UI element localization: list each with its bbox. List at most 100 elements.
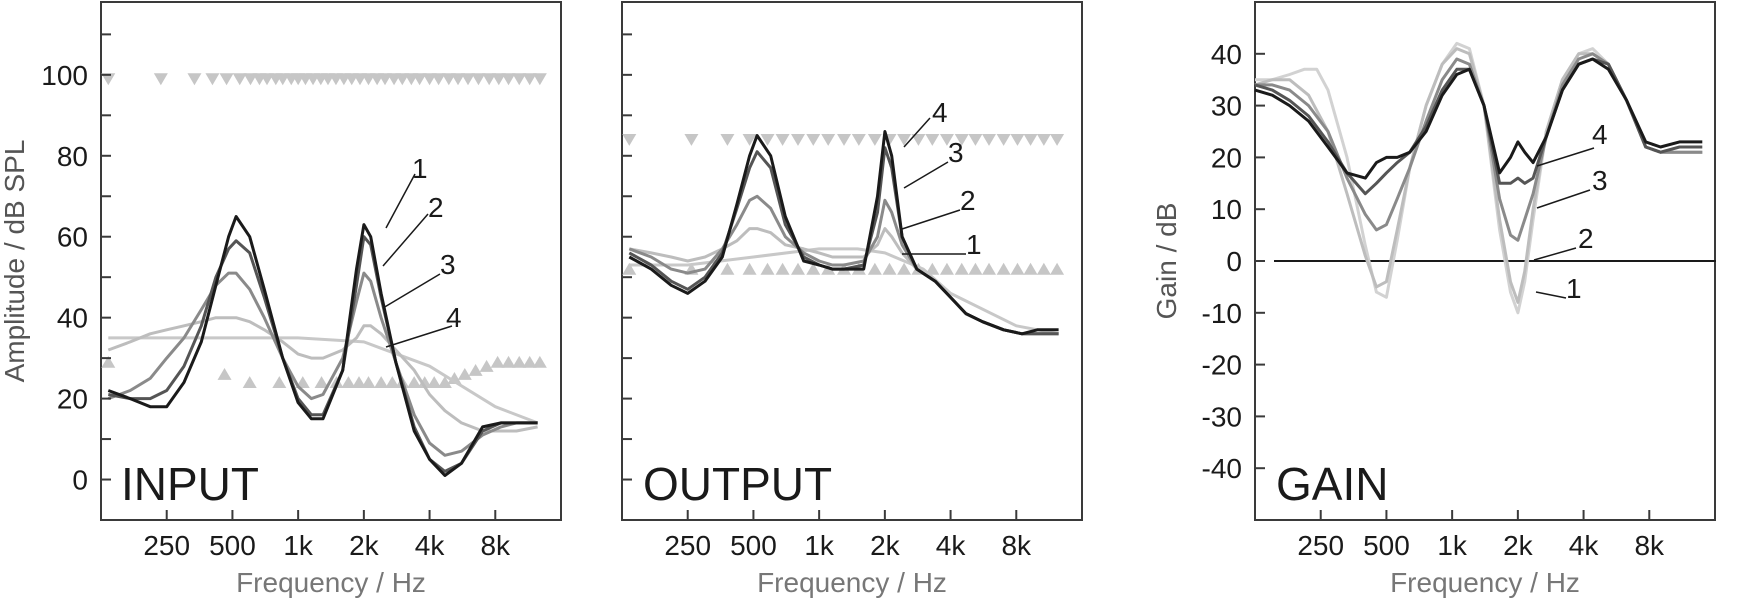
gain-x-axis-label: Frequency / Hz bbox=[1390, 567, 1580, 598]
output-plot-frame bbox=[621, 1, 1083, 521]
gain-y-tick-label: -10 bbox=[1202, 298, 1242, 329]
input-leader-4 bbox=[385, 325, 453, 348]
input-threshold-marker-up bbox=[468, 363, 483, 376]
output-panel-label: OUTPUT bbox=[643, 458, 832, 510]
input-panel-label: INPUT bbox=[121, 458, 259, 510]
output-threshold-marker-down bbox=[968, 133, 983, 146]
output-x-tick-label: 500 bbox=[730, 530, 777, 561]
input-series-line-1 bbox=[107, 215, 538, 477]
input-threshold-marker-up bbox=[341, 376, 356, 389]
output-series-line-1 bbox=[629, 227, 1059, 336]
input-tick-layer: 250 500 1k 2k 4k 8k 0 20 40 60 80 100 bbox=[41, 33, 511, 561]
output-threshold-marker-down bbox=[760, 133, 775, 146]
output-threshold-marker-up bbox=[882, 262, 897, 275]
gain-leader-2 bbox=[1533, 247, 1577, 261]
output-threshold-marker-up bbox=[1023, 262, 1038, 275]
output-series-line-3 bbox=[628, 146, 1059, 336]
input-threshold-marker-down bbox=[395, 73, 410, 86]
output-annotation-layer: 4 3 2 1 bbox=[901, 97, 982, 260]
output-threshold-marker-up bbox=[925, 262, 940, 275]
input-threshold-marker-up bbox=[361, 376, 376, 389]
output-threshold-marker-up bbox=[622, 262, 637, 275]
input-x-tick-label: 250 bbox=[143, 530, 190, 561]
input-annotation-2: 2 bbox=[428, 192, 444, 223]
gain-y-axis-label: Gain / dB bbox=[1151, 203, 1182, 320]
input-y-tick-label: 100 bbox=[41, 60, 88, 91]
output-threshold-marker-up bbox=[1010, 262, 1025, 275]
input-y-axis-label: Amplitude / dB SPL bbox=[0, 140, 30, 383]
output-threshold-marker-up bbox=[954, 262, 969, 275]
output-threshold-marker-up bbox=[1050, 262, 1065, 275]
output-tick-layer: 250 500 1k 2k 4k 8k bbox=[622, 33, 1032, 561]
input-x-axis-label: Frequency / Hz bbox=[236, 567, 426, 598]
input-threshold-marker-up bbox=[490, 355, 505, 368]
input-annotation-1: 1 bbox=[412, 153, 428, 184]
output-marker-layer bbox=[622, 133, 1065, 275]
output-annotation-3: 3 bbox=[948, 137, 964, 168]
output-threshold-marker-up bbox=[897, 262, 912, 275]
output-series-line-4 bbox=[628, 130, 1059, 336]
input-threshold-marker-up bbox=[374, 376, 389, 389]
gain-y-tick-label: 20 bbox=[1211, 142, 1242, 173]
output-threshold-marker-up bbox=[806, 262, 821, 275]
output-threshold-marker-down bbox=[837, 133, 852, 146]
input-y-tick-label: 20 bbox=[57, 384, 88, 415]
input-threshold-marker-down bbox=[512, 73, 527, 86]
output-threshold-marker-down bbox=[790, 133, 805, 146]
input-series-line-4 bbox=[107, 316, 538, 433]
gain-x-tick-label: 2k bbox=[1503, 530, 1534, 561]
output-x-tick-label: 250 bbox=[664, 530, 711, 561]
gain-leader-1 bbox=[1535, 291, 1567, 299]
output-threshold-marker-down bbox=[897, 133, 912, 146]
output-threshold-marker-down bbox=[996, 133, 1011, 146]
gain-annotation-layer: 4 3 2 1 bbox=[1533, 119, 1608, 304]
output-panel: 250 500 1k 2k 4k 8k 4 3 2 1 OUTPUT Frequency … bbox=[621, 1, 1083, 598]
output-threshold-marker-down bbox=[742, 133, 757, 146]
input-threshold-marker-down bbox=[412, 73, 427, 86]
output-threshold-marker-down bbox=[775, 133, 790, 146]
input-y-tick-label: 80 bbox=[57, 141, 88, 172]
gain-x-tick-label: 1k bbox=[1437, 530, 1468, 561]
gain-y-tick-label: 30 bbox=[1211, 91, 1242, 122]
output-threshold-marker-up bbox=[790, 262, 805, 275]
input-threshold-marker-down bbox=[232, 73, 247, 86]
output-annotation-2: 2 bbox=[960, 185, 976, 216]
output-threshold-marker-down bbox=[720, 133, 735, 146]
input-threshold-marker-up bbox=[479, 359, 494, 372]
input-threshold-marker-down bbox=[101, 73, 116, 86]
output-threshold-marker-down bbox=[1023, 133, 1038, 146]
input-threshold-marker-down bbox=[451, 73, 466, 86]
input-y-tick-label: 40 bbox=[57, 303, 88, 334]
gain-x-tick-label: 250 bbox=[1297, 530, 1344, 561]
input-threshold-marker-up bbox=[385, 376, 400, 389]
input-threshold-marker-up bbox=[101, 355, 116, 368]
gain-x-tick-label: 500 bbox=[1363, 530, 1410, 561]
input-series-line-3 bbox=[107, 271, 538, 457]
input-threshold-marker-down bbox=[187, 73, 202, 86]
output-threshold-marker-down bbox=[1010, 133, 1025, 146]
output-threshold-marker-down bbox=[806, 133, 821, 146]
output-threshold-marker-up bbox=[775, 262, 790, 275]
input-threshold-marker-up bbox=[351, 376, 366, 389]
output-threshold-marker-down bbox=[925, 133, 940, 146]
input-threshold-marker-down bbox=[243, 73, 258, 86]
input-threshold-marker-down bbox=[378, 73, 393, 86]
gain-x-tick-label: 4k bbox=[1569, 530, 1600, 561]
gain-tick-layer: 250 500 1k 2k 4k 8k -40 -30 -20 -10 0 10 20 30 40 bbox=[1202, 1, 1665, 561]
input-leader-2 bbox=[382, 213, 429, 267]
output-x-axis-label: Frequency / Hz bbox=[757, 567, 947, 598]
gain-annotation-2: 2 bbox=[1578, 223, 1594, 254]
input-plot-frame bbox=[100, 1, 562, 521]
output-threshold-marker-down bbox=[1050, 133, 1065, 146]
input-threshold-marker-up bbox=[417, 376, 432, 389]
input-threshold-marker-down bbox=[431, 73, 446, 86]
input-threshold-marker-up bbox=[407, 376, 422, 389]
input-annotation-3: 3 bbox=[440, 249, 456, 280]
output-threshold-marker-down bbox=[982, 133, 997, 146]
input-threshold-marker-down bbox=[501, 73, 516, 86]
gain-y-tick-label: -40 bbox=[1202, 453, 1242, 484]
input-threshold-marker-up bbox=[532, 355, 547, 368]
input-leader-3 bbox=[382, 273, 441, 309]
gain-y-tick-label: 10 bbox=[1211, 194, 1242, 225]
input-threshold-marker-up bbox=[427, 376, 442, 389]
